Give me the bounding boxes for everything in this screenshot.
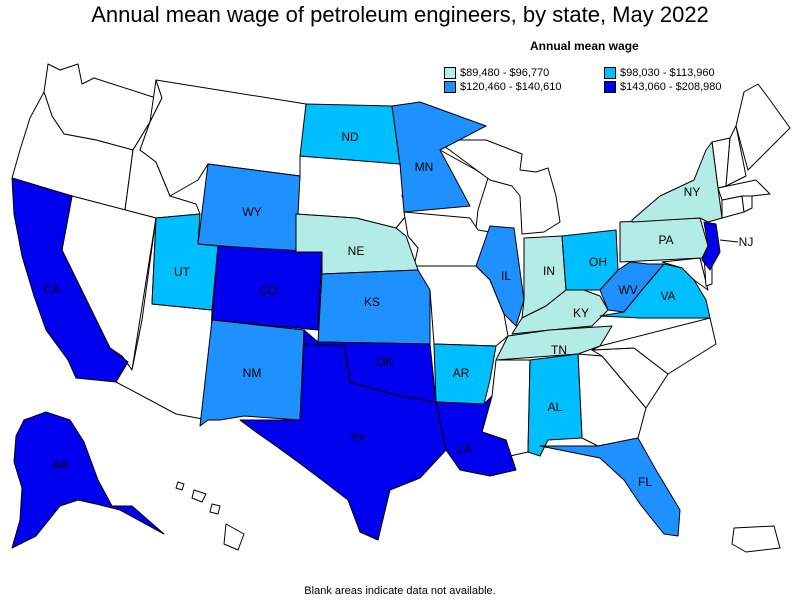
state-label-co: CO: [259, 284, 277, 298]
state-la[interactable]: [435, 395, 517, 477]
state-tx[interactable]: [239, 343, 447, 541]
state-tn[interactable]: [495, 325, 613, 361]
state-label-ar: AR: [453, 366, 470, 380]
legend-item-1: $89,480 - $96,770: [444, 67, 549, 79]
legend-label: $143,060 - $208,980: [620, 81, 722, 93]
state-label-nd: ND: [341, 130, 359, 144]
state-label-in: IN: [543, 264, 555, 278]
state-mn[interactable]: [391, 101, 487, 213]
no-data-states: [11, 63, 791, 553]
state-label-tx: TX: [350, 431, 365, 445]
legend-swatch: [604, 81, 616, 93]
state-label-pa: PA: [658, 233, 673, 247]
state-label-mn: MN: [415, 160, 434, 174]
state-label-ak: AK: [53, 458, 69, 472]
state-label-al: AL: [548, 400, 563, 414]
state-label-nm: NM: [243, 366, 262, 380]
legend-item-2: $98,030 - $113,960: [604, 67, 715, 79]
legend-item-3: $120,460 - $140,610: [444, 81, 562, 93]
state-ca[interactable]: [11, 177, 129, 383]
state-ar[interactable]: [433, 343, 497, 405]
legend-swatch: [604, 67, 616, 79]
state-hi-3[interactable]: [209, 503, 221, 515]
state-label-va: VA: [660, 289, 675, 303]
state-hi-4[interactable]: [223, 523, 245, 551]
state-fl[interactable]: [539, 437, 681, 537]
state-ak[interactable]: [11, 411, 165, 549]
legend-swatch: [444, 67, 456, 79]
state-label-tn: TN: [551, 343, 567, 357]
state-label-ks: KS: [364, 295, 380, 309]
state-hi[interactable]: [175, 481, 185, 491]
state-il[interactable]: [475, 225, 525, 327]
state-pr[interactable]: [731, 525, 781, 553]
state-label-ok: OK: [376, 355, 393, 369]
legend-swatch: [444, 81, 456, 93]
state-nh[interactable]: [725, 125, 747, 187]
state-label-ca: CA: [44, 282, 61, 296]
state-label-ny: NY: [684, 185, 701, 199]
state-co[interactable]: [211, 245, 323, 331]
legend-title: Annual mean wage: [530, 39, 639, 53]
state-ma[interactable]: [717, 179, 771, 201]
state-label-ky: KY: [573, 306, 589, 320]
state-label-il: IL: [501, 269, 511, 283]
state-label-ne: NE: [348, 244, 365, 258]
nj-leader-line: [719, 239, 739, 243]
state-me[interactable]: [735, 83, 791, 171]
state-ks[interactable]: [317, 269, 431, 345]
state-ky[interactable]: [511, 289, 609, 335]
footnote: Blank areas indicate data not available.: [304, 585, 496, 597]
state-label-wv: WV: [618, 283, 637, 297]
state-nj[interactable]: [701, 221, 721, 271]
legend-item-4: $143,060 - $208,980: [604, 81, 722, 93]
state-nm[interactable]: [199, 319, 305, 427]
state-label-la: LA: [457, 442, 472, 456]
legend-label: $98,030 - $113,960: [620, 67, 715, 79]
state-mi[interactable]: [435, 139, 561, 235]
state-al[interactable]: [527, 353, 583, 457]
map-title: Annual mean wage of petroleum engineers,…: [91, 2, 709, 27]
state-ri[interactable]: [741, 195, 753, 213]
state-label-nj: NJ: [739, 235, 754, 249]
state-label-wy: WY: [242, 205, 261, 219]
state-label-ut: UT: [174, 265, 191, 279]
state-ny[interactable]: [631, 141, 723, 223]
state-label-oh: OH: [589, 255, 607, 269]
state-label-fl: FL: [638, 475, 652, 489]
state-va[interactable]: [599, 263, 711, 319]
state-hi-2[interactable]: [191, 489, 207, 503]
legend-label: $89,480 - $96,770: [460, 67, 550, 79]
state-labels: CA AK UT WY CO NM ND NE KS OK TX MN IL A…: [44, 130, 754, 489]
legend-label: $120,460 - $140,610: [460, 81, 562, 93]
